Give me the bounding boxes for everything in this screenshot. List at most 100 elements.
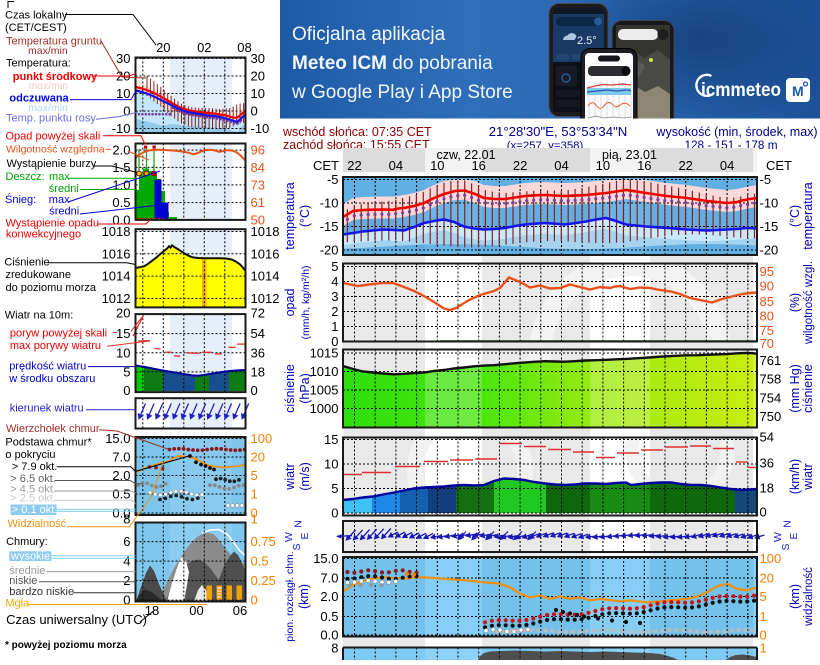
svg-text:10: 10 <box>324 457 338 472</box>
svg-text:20: 20 <box>116 306 130 321</box>
svg-text:Mgła: Mgła <box>5 598 30 610</box>
svg-text:CET: CET <box>766 158 792 173</box>
svg-text:04: 04 <box>720 158 734 173</box>
svg-text:Czas lokalny: Czas lokalny <box>5 10 68 22</box>
svg-text:o pokryciu: o pokryciu <box>5 449 55 461</box>
svg-text:1014: 1014 <box>102 269 131 284</box>
svg-text:icmmeteo: icmmeteo <box>701 80 781 101</box>
svg-text:Deszcz:: Deszcz: <box>6 171 45 183</box>
svg-text:(km): (km) <box>788 584 802 609</box>
svg-text:średni: średni <box>49 183 79 195</box>
svg-text:Meteo ICM do pobrania: Meteo ICM do pobrania <box>292 53 493 74</box>
svg-text:5: 5 <box>760 589 767 604</box>
svg-text:36: 36 <box>760 455 774 470</box>
svg-text:N: N <box>782 520 794 528</box>
svg-text:kierunek wiatru: kierunek wiatru <box>10 402 84 414</box>
svg-text:3: 3 <box>331 289 338 304</box>
svg-text:zredukowane: zredukowane <box>6 269 71 281</box>
svg-text:-20: -20 <box>320 243 339 258</box>
svg-text:(hPa): (hPa) <box>298 373 312 404</box>
svg-text:08: 08 <box>237 40 251 55</box>
svg-text:wysokość (min, środek, max): wysokość (min, środek, max) <box>655 125 817 139</box>
svg-text:1: 1 <box>760 641 767 656</box>
svg-text:0: 0 <box>251 104 258 119</box>
svg-text:(km/h): (km/h) <box>788 459 802 494</box>
svg-text:70: 70 <box>760 336 774 351</box>
svg-text:wschód słońca: 07:35 CET: wschód słońca: 07:35 CET <box>282 125 432 139</box>
svg-text:15: 15 <box>324 432 338 447</box>
svg-text:2: 2 <box>123 573 130 588</box>
svg-text:750: 750 <box>760 409 782 424</box>
svg-text:E: E <box>299 532 311 539</box>
svg-text:5: 5 <box>331 481 338 496</box>
svg-text:Ciśnienie: Ciśnienie <box>4 257 49 269</box>
svg-text:10: 10 <box>116 345 130 360</box>
svg-text:16: 16 <box>637 158 651 173</box>
svg-text:0.75: 0.75 <box>251 534 276 549</box>
svg-text:2.0: 2.0 <box>320 589 338 604</box>
svg-text:80: 80 <box>760 308 774 323</box>
svg-text:15.0: 15.0 <box>313 551 338 566</box>
svg-text:1.5: 1.5 <box>112 160 130 175</box>
svg-text:1015: 1015 <box>310 346 339 361</box>
svg-text:temperatura: temperatura <box>283 182 297 249</box>
svg-text:> 2.5 okt.: > 2.5 okt. <box>10 493 56 505</box>
svg-text:1012: 1012 <box>102 291 131 306</box>
svg-text:> 7.9 okt.: > 7.9 okt. <box>12 461 58 473</box>
svg-text:20: 20 <box>251 450 265 465</box>
svg-text:> 0.1 okt.: > 0.1 okt. <box>12 504 58 516</box>
svg-text:2.5°: 2.5° <box>577 35 597 47</box>
svg-text:1: 1 <box>251 512 258 527</box>
svg-text:-10: -10 <box>251 121 270 136</box>
svg-text:ciśnienie: ciśnienie <box>801 364 815 413</box>
svg-text:2.0: 2.0 <box>112 143 130 158</box>
svg-text:ciśnienie: ciśnienie <box>283 364 297 413</box>
svg-text:0.5: 0.5 <box>112 487 130 502</box>
svg-text:prędkość wiatru: prędkość wiatru <box>9 360 86 372</box>
svg-text:73: 73 <box>251 177 265 192</box>
svg-text:Wystąpienie burzy: Wystąpienie burzy <box>7 158 97 170</box>
svg-text:0: 0 <box>251 593 258 608</box>
svg-text:Temperatura:: Temperatura: <box>6 58 71 70</box>
svg-text:(°C): (°C) <box>298 205 312 227</box>
svg-text:04: 04 <box>389 158 403 173</box>
svg-text:max: max <box>49 171 70 183</box>
svg-text:1010: 1010 <box>310 364 339 379</box>
svg-text:30: 30 <box>251 51 265 66</box>
svg-text:-5: -5 <box>327 172 339 187</box>
svg-text:0: 0 <box>123 383 130 398</box>
svg-text:1018: 1018 <box>102 224 131 239</box>
svg-text:0.5: 0.5 <box>251 554 269 569</box>
svg-text:wiatr: wiatr <box>801 463 815 490</box>
svg-text:wilgotność wzgl.: wilgotność wzgl. <box>803 261 815 345</box>
svg-text:85: 85 <box>760 294 774 309</box>
svg-text:S: S <box>780 543 792 550</box>
svg-text:18: 18 <box>760 480 774 495</box>
svg-text:do poziomu morza: do poziomu morza <box>6 282 97 294</box>
svg-text:0: 0 <box>123 104 130 119</box>
svg-text:1012: 1012 <box>251 291 280 306</box>
svg-text:1018: 1018 <box>251 224 280 239</box>
svg-text:w środku obszaru: w środku obszaru <box>8 373 95 385</box>
svg-text:0.25: 0.25 <box>251 573 276 588</box>
svg-text:Wierzchołek chmur: Wierzchołek chmur <box>6 423 100 435</box>
svg-text:poryw powyżej skali: poryw powyżej skali <box>10 328 107 340</box>
svg-text:max/min: max/min <box>29 80 69 92</box>
svg-text:100: 100 <box>251 431 273 446</box>
svg-text:1: 1 <box>251 487 258 502</box>
svg-text:1016: 1016 <box>251 246 280 261</box>
svg-text:61: 61 <box>251 195 265 210</box>
svg-text:Wiatr na 10m:: Wiatr na 10m: <box>5 310 73 322</box>
svg-text:-10: -10 <box>112 121 131 136</box>
svg-text:06: 06 <box>233 603 247 618</box>
svg-text:90: 90 <box>760 279 774 294</box>
svg-text:21°28'30"E, 53°53'34"N: 21°28'30"E, 53°53'34"N <box>489 124 628 139</box>
svg-text:opad: opad <box>283 289 297 317</box>
svg-text:(mm Hg): (mm Hg) <box>788 364 802 413</box>
svg-text:(CET/CEST): (CET/CEST) <box>5 22 67 34</box>
svg-text:10: 10 <box>596 158 610 173</box>
svg-text:Widzialność: Widzialność <box>8 518 67 530</box>
svg-text:CET: CET <box>313 158 339 173</box>
svg-text:22: 22 <box>347 158 361 173</box>
svg-text:15: 15 <box>116 326 130 341</box>
